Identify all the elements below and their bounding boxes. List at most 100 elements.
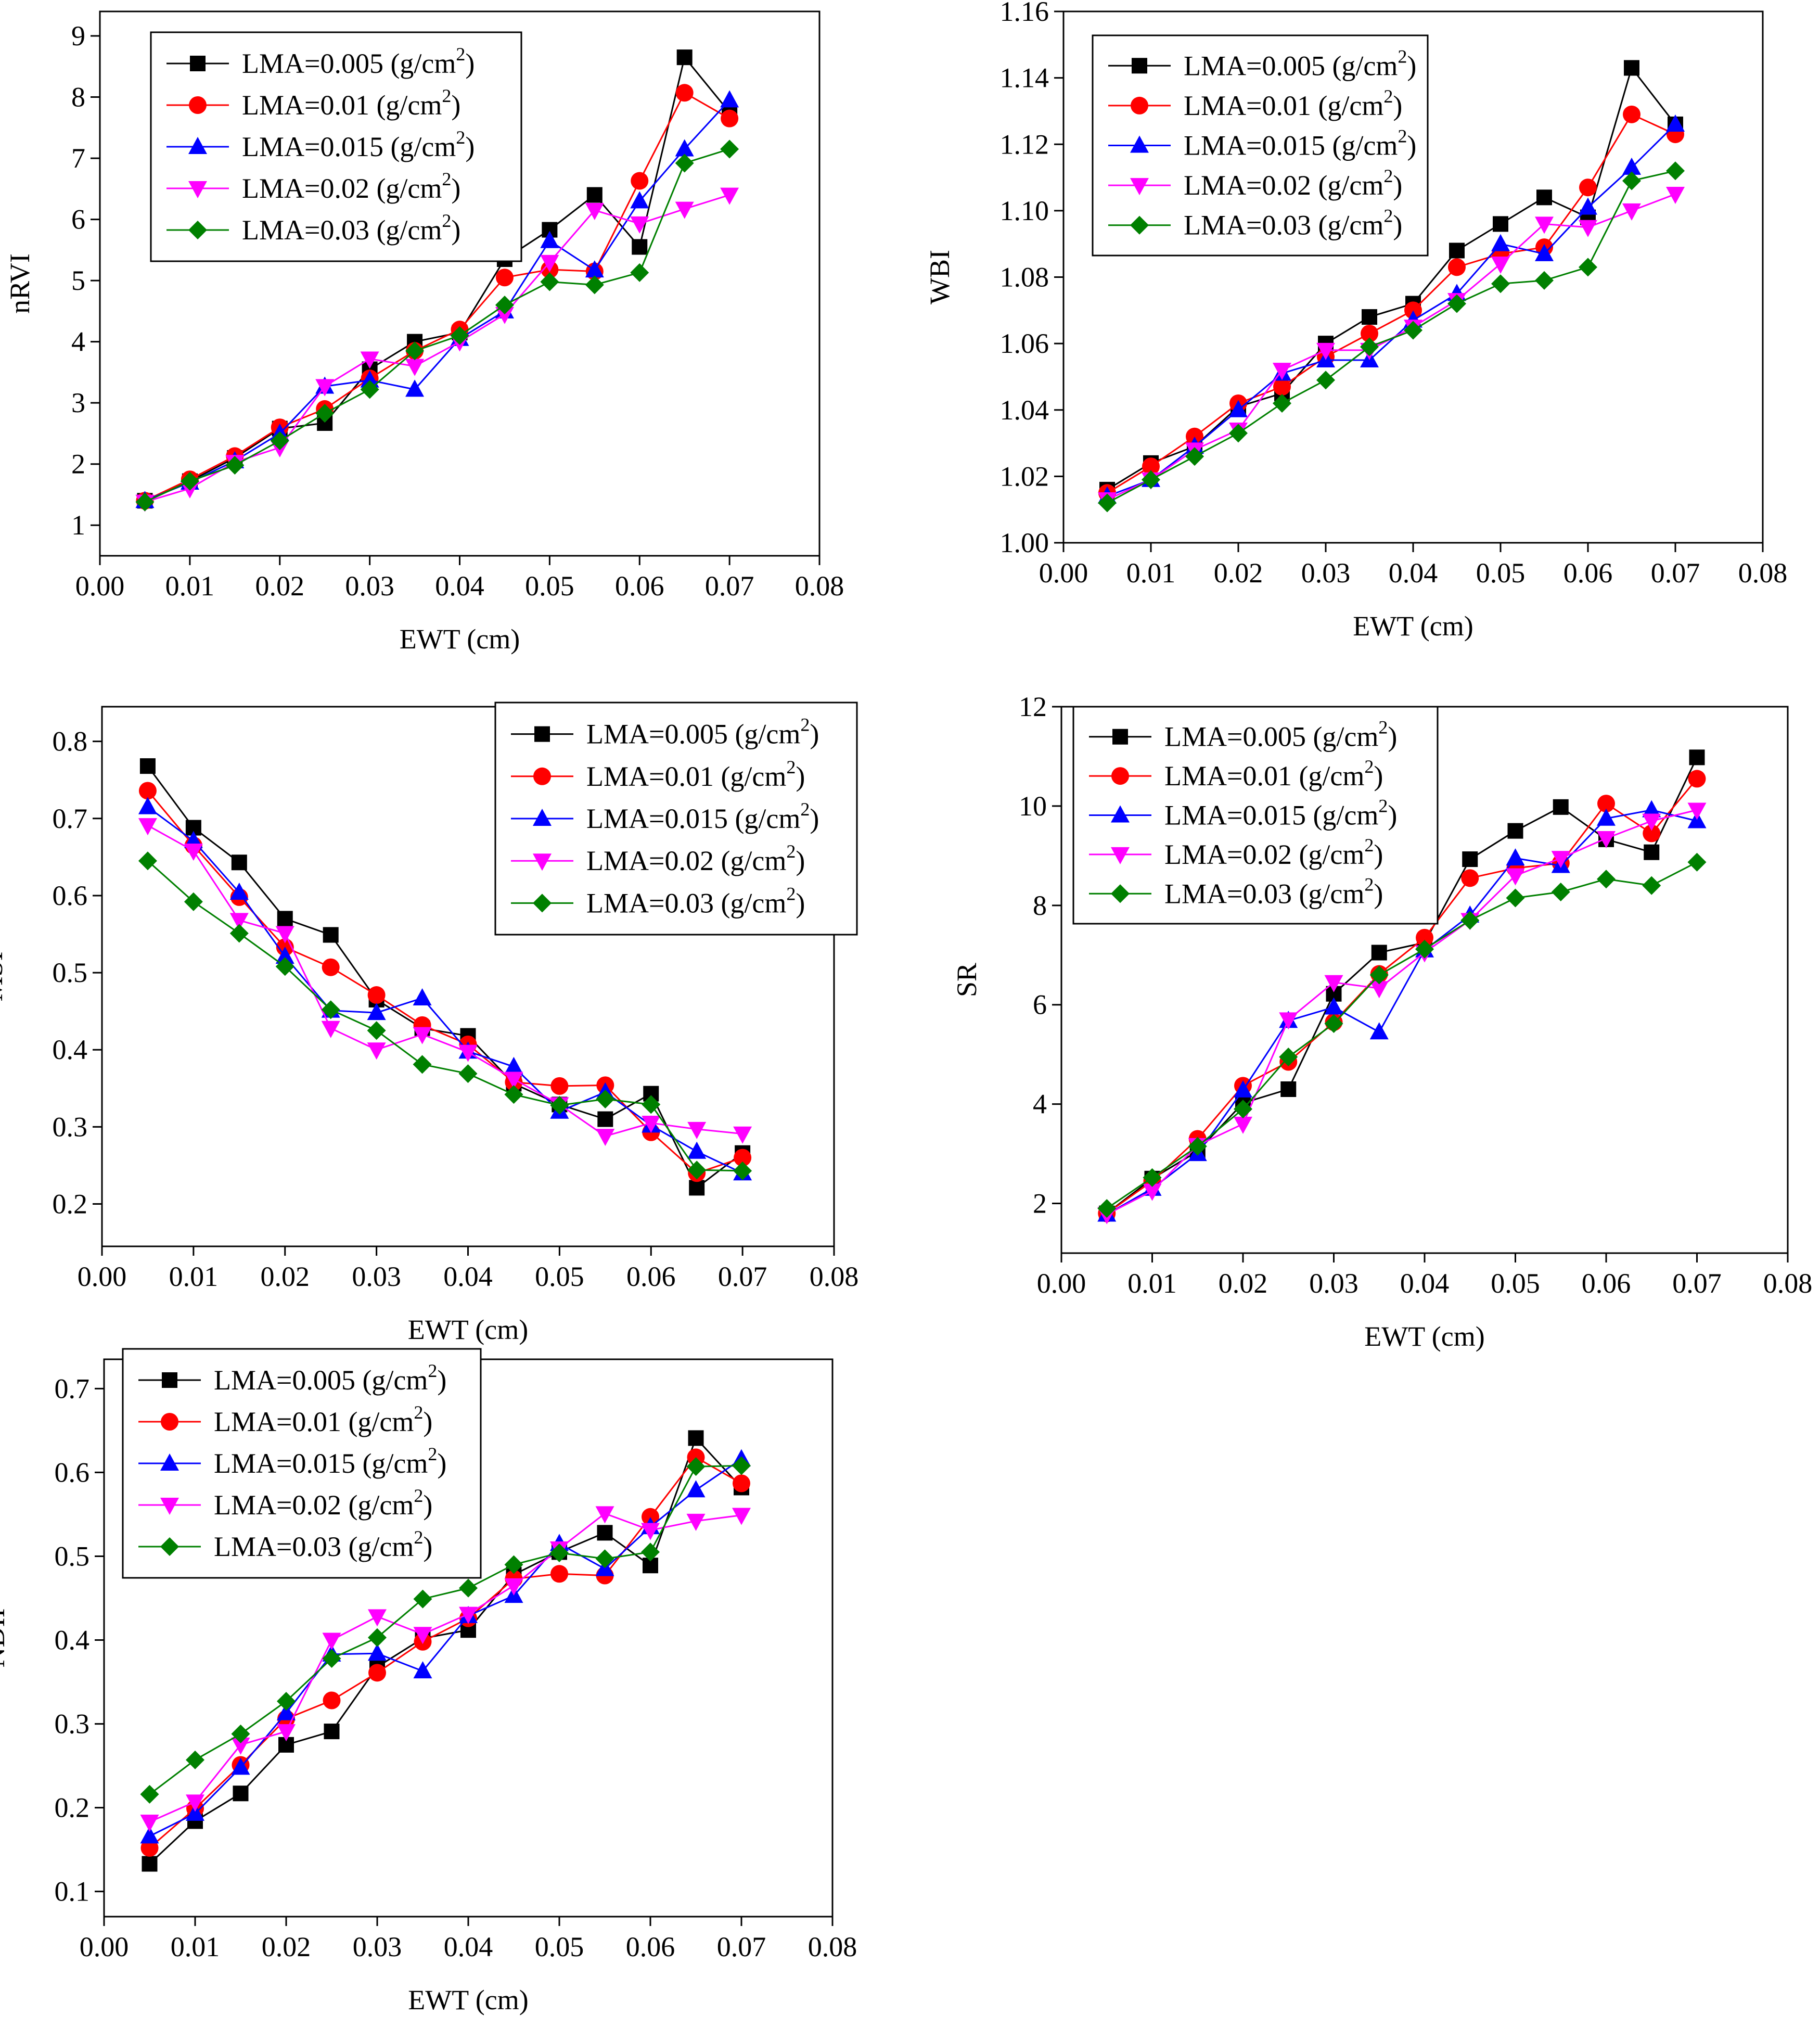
data-point bbox=[504, 1085, 523, 1104]
x-tick-label: 0.02 bbox=[255, 570, 305, 602]
data-point bbox=[413, 1027, 432, 1044]
x-tick-label: 0.08 bbox=[795, 570, 844, 602]
x-tick-label: 0.07 bbox=[705, 570, 754, 602]
series-line bbox=[1107, 123, 1676, 498]
chart-nrvi: 0.00 0.01 0.02 0.03 0.04 0.05 0.06 0.07 0.08 1 2 3 4… bbox=[4, 10, 844, 655]
data-point bbox=[1642, 813, 1661, 831]
data-point bbox=[1143, 1168, 1162, 1187]
data-point bbox=[186, 1794, 204, 1812]
legend-marker bbox=[533, 853, 552, 871]
x-tick-label: 0.08 bbox=[810, 1261, 859, 1292]
legend-marker bbox=[1132, 58, 1147, 74]
data-point bbox=[405, 379, 425, 397]
x-tick-label: 0.03 bbox=[1309, 1268, 1358, 1299]
data-point bbox=[413, 1661, 432, 1679]
legend-label: LMA=0.015 (g/cm2) bbox=[242, 127, 475, 162]
data-point bbox=[1644, 844, 1660, 860]
x-tick-label: 0.02 bbox=[1219, 1268, 1268, 1299]
y-tick-label: 4 bbox=[1033, 1089, 1047, 1120]
data-point bbox=[721, 109, 739, 127]
y-tick-label: 0.8 bbox=[53, 726, 88, 757]
data-point bbox=[688, 1430, 704, 1446]
data-point bbox=[1551, 851, 1570, 869]
data-point bbox=[229, 883, 249, 900]
x-tick-label: 0.02 bbox=[262, 1931, 311, 1962]
legend-label: LMA=0.01 (g/cm2) bbox=[214, 1402, 432, 1437]
data-point bbox=[1642, 800, 1661, 818]
chart-ndii: 0.00 0.01 0.02 0.03 0.04 0.05 0.06 0.07 0.08 0.1 0… bbox=[0, 1348, 857, 2016]
data-point bbox=[233, 1785, 249, 1802]
legend-label: LMA=0.02 (g/cm2) bbox=[586, 841, 805, 876]
y-tick-label: 1.16 bbox=[1000, 0, 1049, 27]
y-tick-label: 0.2 bbox=[55, 1792, 90, 1823]
legend-marker bbox=[188, 181, 207, 198]
data-point bbox=[596, 1090, 615, 1109]
data-point bbox=[1273, 363, 1291, 380]
legend-marker bbox=[1131, 96, 1148, 114]
data-point bbox=[1666, 186, 1685, 204]
data-point bbox=[140, 1826, 159, 1844]
x-tick-label: 0.03 bbox=[345, 570, 394, 602]
series-line bbox=[1107, 170, 1676, 504]
data-point bbox=[1579, 258, 1597, 277]
data-point bbox=[732, 1456, 751, 1475]
x-tick-label: 0.01 bbox=[171, 1931, 220, 1962]
y-tick-label: 0.6 bbox=[53, 880, 88, 911]
legend-label: LMA=0.03 (g/cm2) bbox=[214, 1527, 432, 1562]
data-point bbox=[140, 1839, 159, 1857]
data-point bbox=[1551, 883, 1570, 902]
data-point bbox=[1234, 1116, 1252, 1134]
data-point bbox=[368, 1664, 386, 1682]
data-point bbox=[686, 1480, 706, 1498]
x-tick-label: 0.07 bbox=[718, 1261, 767, 1292]
data-point bbox=[1491, 274, 1510, 294]
data-point bbox=[1404, 321, 1422, 340]
x-tick-label: 0.07 bbox=[1651, 557, 1700, 589]
legend-label: LMA=0.005 (g/cm2) bbox=[586, 715, 819, 750]
data-point bbox=[138, 782, 157, 800]
data-point bbox=[642, 1095, 661, 1114]
data-point bbox=[1579, 197, 1597, 215]
y-tick-label: 2 bbox=[71, 449, 85, 480]
data-point bbox=[585, 202, 604, 220]
data-point bbox=[1229, 400, 1248, 417]
legend-label: LMA=0.005 (g/cm2) bbox=[1184, 46, 1416, 81]
y-tick-label: 0.3 bbox=[55, 1708, 90, 1740]
data-point bbox=[504, 1578, 523, 1596]
y-tick-label: 10 bbox=[1019, 790, 1047, 822]
data-point bbox=[1506, 888, 1525, 908]
legend-label: LMA=0.005 (g/cm2) bbox=[242, 44, 475, 79]
data-point bbox=[641, 1542, 660, 1562]
data-point bbox=[405, 341, 425, 361]
data-point bbox=[495, 296, 514, 315]
data-point bbox=[277, 1692, 296, 1711]
data-point bbox=[360, 370, 379, 388]
y-tick-label: 8 bbox=[71, 82, 85, 113]
x-tick-label: 0.04 bbox=[1389, 557, 1438, 589]
x-tick-label: 0.03 bbox=[1301, 557, 1351, 589]
data-point bbox=[138, 851, 157, 871]
data-point bbox=[1280, 1081, 1297, 1097]
data-point bbox=[1316, 342, 1335, 360]
data-point bbox=[1506, 868, 1525, 886]
data-point bbox=[1507, 823, 1523, 839]
legend-label: LMA=0.015 (g/cm2) bbox=[214, 1444, 446, 1479]
data-point bbox=[275, 946, 294, 964]
data-point bbox=[1535, 271, 1554, 290]
data-point bbox=[675, 84, 694, 102]
data-point bbox=[321, 1000, 340, 1019]
data-point bbox=[450, 326, 469, 345]
legend-label: LMA=0.02 (g/cm2) bbox=[242, 169, 460, 204]
x-tick-label: 0.04 bbox=[443, 1261, 493, 1292]
x-axis-label: EWT (cm) bbox=[400, 623, 520, 655]
x-tick-label: 0.00 bbox=[1039, 557, 1088, 589]
data-point bbox=[630, 263, 649, 282]
data-point bbox=[1449, 243, 1465, 259]
data-point bbox=[229, 913, 249, 930]
data-point bbox=[1622, 157, 1641, 175]
data-point bbox=[275, 926, 294, 943]
y-tick-label: 1.04 bbox=[1000, 394, 1049, 426]
y-axis-label: nRVI bbox=[4, 253, 35, 314]
x-tick-label: 0.06 bbox=[626, 1931, 675, 1962]
data-point bbox=[686, 1513, 706, 1531]
